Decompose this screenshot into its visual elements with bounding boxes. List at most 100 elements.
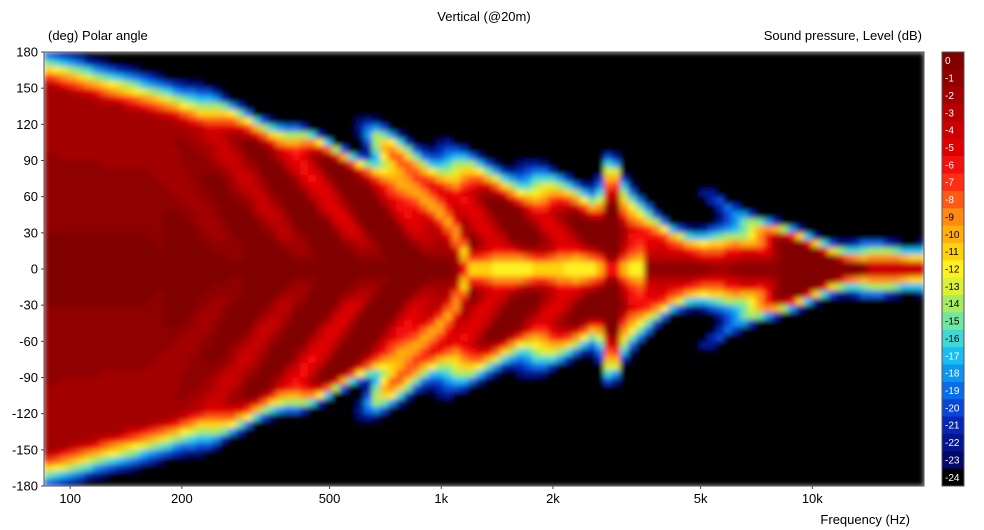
heatmap-cell [292, 109, 301, 118]
heatmap-cell [172, 384, 181, 393]
heatmap-cell [684, 95, 693, 104]
heatmap-cell [204, 297, 213, 306]
heatmap-cell [212, 471, 221, 480]
heatmap-cell [340, 124, 349, 133]
heatmap-cell [484, 413, 493, 422]
heatmap-cell [684, 73, 693, 82]
heatmap-cell [252, 326, 261, 335]
heatmap-cell [308, 174, 317, 183]
heatmap-cell [180, 138, 189, 147]
heatmap-cell [700, 471, 709, 480]
heatmap-cell [300, 167, 309, 176]
heatmap-cell [420, 457, 429, 465]
heatmap-cell [284, 261, 293, 270]
heatmap-cell [508, 355, 517, 364]
heatmap-cell [516, 464, 525, 473]
heatmap-cell [388, 66, 397, 75]
heatmap-cell [300, 182, 309, 191]
heatmap-cell [380, 449, 389, 458]
heatmap-cell [620, 95, 629, 104]
heatmap-cell [140, 420, 149, 429]
heatmap-cell [220, 363, 229, 371]
heatmap-cell [660, 66, 669, 75]
heatmap-cell [684, 471, 693, 480]
heatmap-cell [692, 413, 701, 422]
heatmap-cell [700, 59, 709, 68]
heatmap-cell [356, 95, 365, 104]
heatmap-cell [300, 261, 309, 270]
heatmap-cell [100, 189, 109, 198]
heatmap-cell [52, 355, 61, 364]
heatmap-cell [612, 102, 621, 111]
heatmap-cell [676, 478, 685, 486]
heatmap-cell [92, 391, 101, 400]
heatmap-cell [652, 478, 661, 486]
heatmap-cell [156, 334, 165, 342]
heatmap-cell [700, 348, 709, 357]
heatmap-cell [228, 457, 237, 465]
heatmap-cell [156, 406, 165, 415]
heatmap-cell [388, 102, 397, 111]
heatmap-cell [684, 109, 693, 118]
heatmap-cell [548, 290, 557, 299]
heatmap-cell [324, 117, 333, 125]
heatmap-cell [92, 102, 101, 111]
heatmap-cell [532, 348, 541, 357]
heatmap-cell [436, 363, 445, 371]
heatmap-cell [516, 413, 525, 422]
heatmap-cell [452, 88, 461, 96]
heatmap-cell [404, 59, 413, 68]
heatmap-cell [444, 420, 453, 429]
heatmap-cell [84, 182, 93, 191]
heatmap-cell [396, 254, 405, 263]
heatmap-cell [356, 203, 365, 212]
heatmap-cell [300, 305, 309, 313]
heatmap-cell [324, 478, 333, 486]
heatmap-cell [684, 211, 693, 219]
heatmap-cell [204, 52, 213, 60]
heatmap-cell [444, 153, 453, 162]
heatmap-cell [516, 218, 525, 227]
heatmap-cell [516, 225, 525, 234]
heatmap-cell [628, 413, 637, 422]
heatmap-cell [196, 146, 205, 154]
heatmap-cell [572, 312, 581, 321]
heatmap-cell [68, 240, 77, 248]
heatmap-cell [492, 174, 501, 183]
heatmap-cell [444, 146, 453, 154]
heatmap-cell [44, 471, 53, 480]
heatmap-cell [260, 413, 269, 422]
heatmap-cell [468, 334, 477, 342]
heatmap-cell [148, 442, 157, 451]
heatmap-cell [60, 240, 69, 248]
heatmap-cell [148, 355, 157, 364]
heatmap-cell [540, 326, 549, 335]
heatmap-cell [396, 211, 405, 219]
heatmap-cell [540, 146, 549, 154]
heatmap-cell [116, 196, 125, 205]
heatmap-cell [588, 80, 597, 89]
heatmap-cell [244, 80, 253, 89]
heatmap-cell [420, 464, 429, 473]
heatmap-cell [164, 363, 173, 371]
heatmap-cell [444, 399, 453, 408]
heatmap-cell [604, 196, 613, 205]
heatmap-cell [660, 211, 669, 219]
heatmap-cell [364, 399, 373, 408]
heatmap-cell [420, 203, 429, 212]
heatmap-cell [700, 167, 709, 176]
heatmap-cell [692, 457, 701, 465]
heatmap-cell [84, 305, 93, 313]
heatmap-cell [92, 225, 101, 234]
heatmap-cell [76, 95, 85, 104]
heatmap-cell [636, 413, 645, 422]
heatmap-cell [164, 435, 173, 444]
heatmap-cell [116, 160, 125, 169]
heatmap-cell [372, 464, 381, 473]
heatmap-cell [700, 305, 709, 313]
heatmap-cell [340, 305, 349, 313]
heatmap-cell [76, 189, 85, 198]
heatmap-cell [284, 138, 293, 147]
heatmap-cell [468, 261, 477, 270]
heatmap-cell [52, 406, 61, 415]
